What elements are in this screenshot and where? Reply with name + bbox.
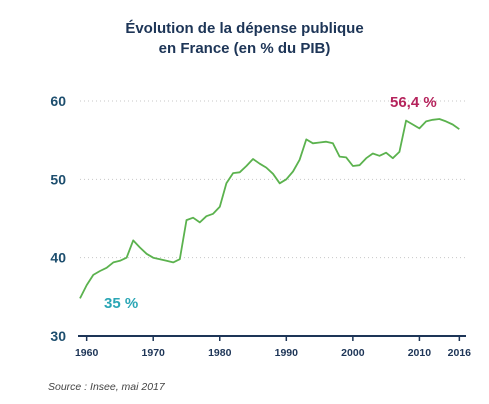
x-tick-label: 1980 xyxy=(208,347,232,359)
annotation-start-value: 35 % xyxy=(104,295,138,312)
x-tick-label: 2000 xyxy=(341,347,365,359)
y-tick-label: 50 xyxy=(50,171,66,187)
gridlines xyxy=(80,100,466,259)
x-tick-label: 1990 xyxy=(275,347,299,359)
series-line xyxy=(79,118,460,299)
x-tick-label: 1960 xyxy=(75,347,99,359)
x-tick-label: 1970 xyxy=(142,347,166,359)
y-tick-label: 40 xyxy=(50,250,66,266)
chart-title-line-2: en France (en % du PIB) xyxy=(159,40,331,57)
source-note: Source : Insee, mai 2017 xyxy=(48,381,166,393)
y-tick-label: 60 xyxy=(50,93,66,109)
y-axis-ticks: 30 40 50 60 xyxy=(50,93,66,344)
chart-title-line-1: Évolution de la dépense publique xyxy=(125,20,363,37)
x-tick-label: 2016 xyxy=(448,347,472,359)
x-tick-label: 2010 xyxy=(408,347,432,359)
annotation-end-value: 56,4 % xyxy=(390,94,437,111)
x-axis-ticks: 1960 1970 1980 1990 2000 2010 2016 xyxy=(75,336,471,359)
y-tick-label: 30 xyxy=(50,328,66,344)
